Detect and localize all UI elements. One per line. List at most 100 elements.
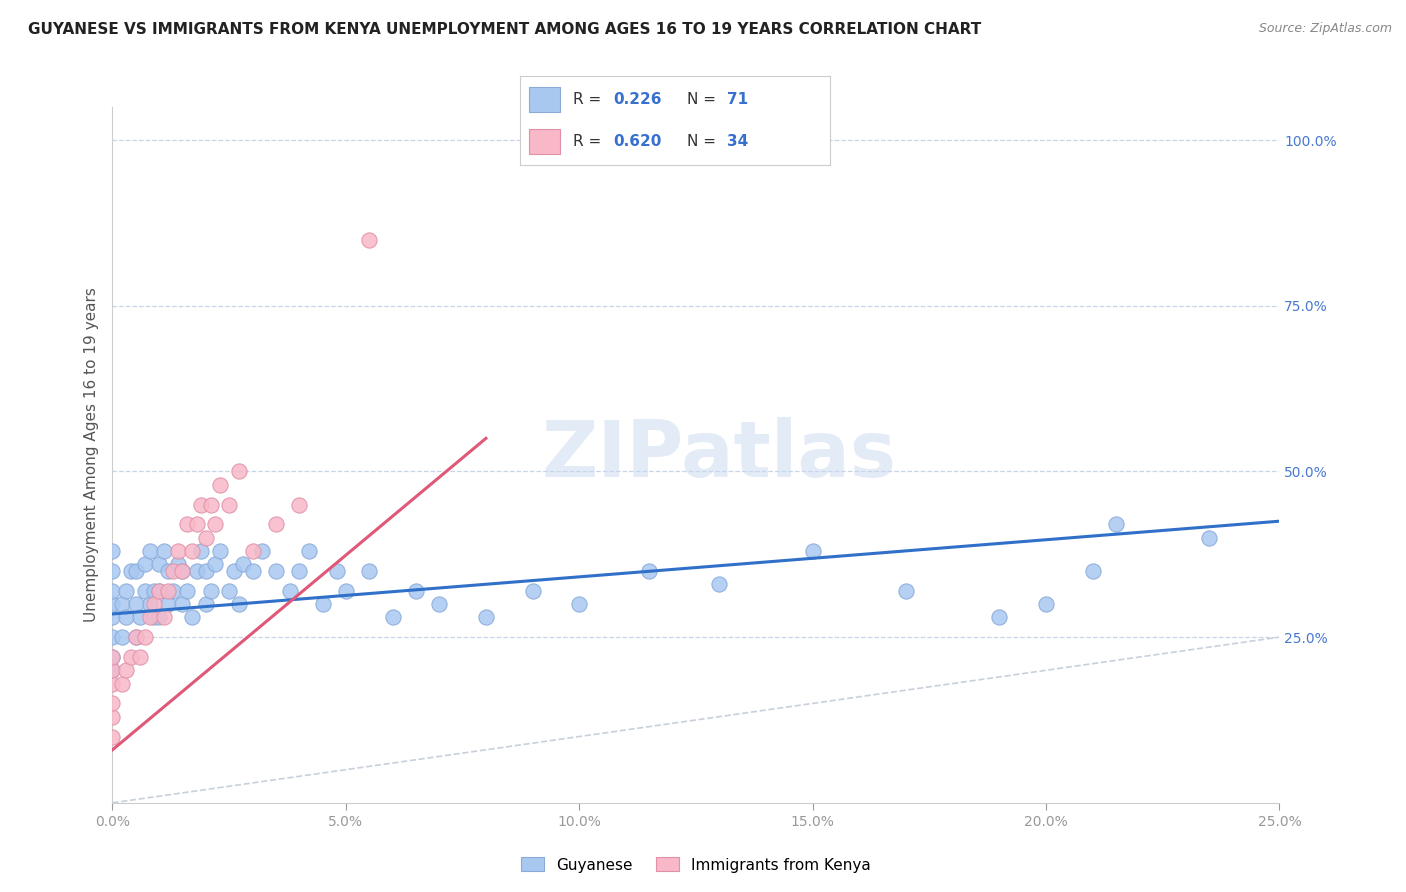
Point (111, 676, 134, 690)
Point (101, 697, 124, 711)
Point (134, 630, 156, 644)
Point (200, 583, 222, 598)
Point (218, 583, 240, 598)
Point (162, 564, 184, 578)
Point (101, 630, 124, 644)
Point (101, 730, 124, 744)
Point (194, 597, 217, 611)
Point (143, 583, 166, 598)
Point (143, 597, 166, 611)
Point (288, 498, 311, 512)
Point (101, 544, 124, 558)
Point (148, 583, 170, 598)
Point (180, 610, 202, 624)
Point (208, 544, 231, 558)
Point (172, 597, 194, 611)
Text: R =: R = (572, 92, 606, 106)
Point (157, 583, 180, 598)
Point (139, 544, 162, 558)
Point (166, 558, 188, 572)
Point (232, 558, 254, 572)
Text: 0.226: 0.226 (613, 92, 661, 106)
Point (228, 597, 250, 611)
Point (204, 517, 226, 532)
Point (359, 233, 381, 247)
Point (335, 583, 357, 598)
Point (139, 597, 162, 611)
Text: N =: N = (688, 135, 721, 149)
Point (115, 663, 138, 677)
Point (186, 517, 208, 532)
Point (250, 544, 273, 558)
Point (475, 610, 498, 624)
Bar (530, 87, 561, 112)
Point (176, 583, 198, 598)
Point (120, 650, 142, 665)
Point (359, 564, 381, 578)
Point (709, 577, 731, 591)
Point (204, 558, 226, 572)
Point (129, 650, 152, 665)
Point (101, 650, 124, 665)
Text: ZIPatlas: ZIPatlas (541, 417, 897, 493)
Point (311, 597, 333, 611)
Point (190, 498, 212, 512)
Point (208, 477, 231, 491)
Point (101, 610, 124, 624)
Point (242, 544, 264, 558)
Point (427, 597, 450, 611)
Point (101, 676, 124, 690)
Point (264, 564, 287, 578)
Point (222, 564, 245, 578)
Text: GUYANESE VS IMMIGRANTS FROM KENYA UNEMPLOYMENT AMONG AGES 16 TO 19 YEARS CORRELA: GUYANESE VS IMMIGRANTS FROM KENYA UNEMPL… (28, 22, 981, 37)
Point (101, 597, 124, 611)
Point (278, 583, 301, 598)
Point (101, 709, 124, 723)
Point (405, 583, 427, 598)
Point (242, 564, 264, 578)
Point (101, 583, 124, 598)
Point (157, 564, 180, 578)
Point (129, 610, 152, 624)
Point (1081, 564, 1104, 578)
Point (166, 544, 188, 558)
Point (153, 544, 176, 558)
Point (162, 583, 184, 598)
Text: N =: N = (688, 92, 721, 106)
Point (101, 650, 124, 665)
Point (125, 564, 148, 578)
Point (264, 517, 287, 532)
Point (218, 498, 240, 512)
Point (200, 498, 222, 512)
Text: R =: R = (572, 135, 606, 149)
Point (111, 597, 134, 611)
Point (115, 610, 138, 624)
Legend: Guyanese, Immigrants from Kenya: Guyanese, Immigrants from Kenya (515, 851, 877, 879)
Point (228, 465, 250, 479)
Point (801, 544, 824, 558)
Point (194, 564, 217, 578)
Point (194, 531, 217, 545)
Point (157, 597, 180, 611)
Point (381, 610, 404, 624)
Point (115, 583, 138, 598)
Point (148, 610, 170, 624)
Text: 0.620: 0.620 (613, 135, 661, 149)
Point (134, 583, 156, 598)
Point (134, 558, 156, 572)
Point (148, 558, 170, 572)
Y-axis label: Unemployment Among Ages 16 to 19 years: Unemployment Among Ages 16 to 19 years (84, 287, 100, 623)
Point (125, 597, 148, 611)
Point (894, 583, 917, 598)
Point (297, 544, 319, 558)
Point (288, 564, 311, 578)
Point (1198, 531, 1220, 545)
Point (186, 564, 208, 578)
Point (120, 564, 142, 578)
Point (125, 630, 148, 644)
Point (176, 517, 198, 532)
Point (325, 564, 347, 578)
Text: Source: ZipAtlas.com: Source: ZipAtlas.com (1258, 22, 1392, 36)
Point (988, 610, 1011, 624)
Point (125, 630, 148, 644)
